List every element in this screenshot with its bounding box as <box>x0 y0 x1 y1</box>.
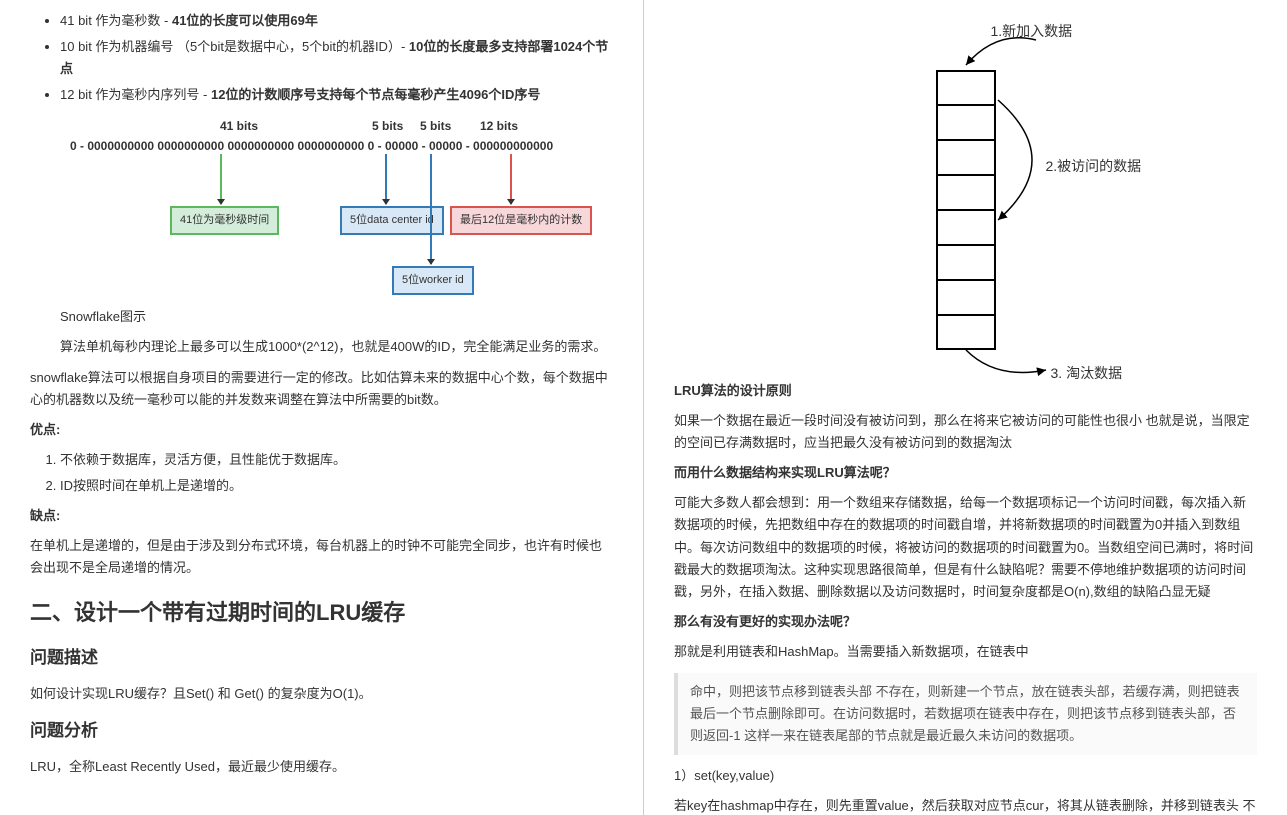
section-heading: 二、设计一个带有过期时间的LRU缓存 <box>30 594 613 631</box>
label-5bits-b: 5 bits <box>420 116 451 136</box>
lru-cell <box>936 105 996 140</box>
lru-cell <box>936 245 996 280</box>
paragraph: 如果一个数据在最近一段时间没有被访问到，那么在将来它被访问的可能性也很小 也就是… <box>674 410 1257 454</box>
paragraph: 如何设计实现LRU缓存？且Set() 和 Get() 的复杂度为O(1)。 <box>30 683 613 705</box>
arrow-blue-2 <box>430 154 432 264</box>
paragraph: 那就是利用链表和HashMap。当需要插入新数据项，在链表中 <box>674 641 1257 663</box>
cons-heading: 缺点: <box>30 505 613 527</box>
bullet-pre: 10 bit 作为机器编号 （5个bit是数据中心，5个bit的机器ID）- <box>60 39 409 54</box>
box-blue-2: 5位worker id <box>392 266 474 295</box>
lru-stack <box>936 70 996 350</box>
better-heading: 那么有没有更好的实现办法呢？ <box>674 611 1257 633</box>
label-5bits-a: 5 bits <box>372 116 403 136</box>
bits-string: 0 - 0000000000 0000000000 0000000000 000… <box>70 136 553 156</box>
left-column: 41 bit 作为毫秒数 - 41位的长度可以使用69年 10 bit 作为机器… <box>0 0 644 815</box>
lru-label-1: 1.新加入数据 <box>991 20 1073 44</box>
paragraph: snowflake算法可以根据自身项目的需要进行一定的修改。比如估算未来的数据中… <box>30 367 613 411</box>
arrow-red <box>510 154 512 204</box>
bullet-item: 41 bit 作为毫秒数 - 41位的长度可以使用69年 <box>60 10 613 32</box>
pros-list: 不依赖于数据库，灵活方便，且性能优于数据库。 ID按照时间在单机上是递增的。 <box>60 449 613 497</box>
principle-heading: LRU算法的设计原则 <box>674 380 1257 402</box>
arrow-blue-1 <box>385 154 387 204</box>
lru-cell <box>936 280 996 315</box>
subsection-heading: 问题描述 <box>30 644 613 673</box>
right-column: 1.新加入数据 2.被访问的数据 3. 淘汰数据 LRU算法的设计原则 如果一个… <box>644 0 1287 815</box>
bullet-bold: 41位的长度可以使用69年 <box>172 13 318 28</box>
lru-cell <box>936 70 996 105</box>
lru-cell <box>936 140 996 175</box>
lru-cell <box>936 175 996 210</box>
diagram-caption: Snowflake图示 <box>60 306 613 328</box>
method-label: 1）set(key,value) <box>674 765 1257 787</box>
label-41bits: 41 bits <box>220 116 258 136</box>
box-red: 最后12位是毫秒内的计数 <box>450 206 592 235</box>
paragraph: 若key在hashmap中存在，则先重置value，然后获取对应节点cur，将其… <box>674 795 1257 815</box>
bullet-pre: 12 bit 作为毫秒内序列号 - <box>60 87 211 102</box>
bullet-item: 12 bit 作为毫秒内序列号 - 12位的计数顺序号支持每个节点每毫秒产生40… <box>60 84 613 106</box>
pros-item: ID按照时间在单机上是递增的。 <box>60 475 613 497</box>
subsection-heading: 问题分析 <box>30 717 613 746</box>
snowflake-diagram: 41 bits 5 bits 5 bits 12 bits 0 - 000000… <box>70 116 630 296</box>
lru-label-2: 2.被访问的数据 <box>1046 155 1142 179</box>
lru-cell <box>936 210 996 245</box>
blockquote: 命中，则把该节点移到链表头部 不存在，则新建一个节点，放在链表头部，若缓存满，则… <box>674 673 1257 755</box>
struct-heading: 而用什么数据结构来实现LRU算法呢？ <box>674 462 1257 484</box>
pros-heading: 优点: <box>30 419 613 441</box>
paragraph: 可能大多数人都会想到：用一个数组来存储数据，给每一个数据项标记一个访问时间戳，每… <box>674 492 1257 602</box>
paragraph: 在单机上是递增的，但是由于涉及到分布式环境，每台机器上的时钟不可能完全同步，也许… <box>30 535 613 579</box>
bullet-bold: 12位的计数顺序号支持每个节点每毫秒产生4096个ID序号 <box>211 87 540 102</box>
paragraph: LRU，全称Least Recently Used，最近最少使用缓存。 <box>30 756 613 778</box>
box-green: 41位为毫秒级时间 <box>170 206 279 235</box>
box-blue-1: 5位data center id <box>340 206 444 235</box>
pros-item: 不依赖于数据库，灵活方便，且性能优于数据库。 <box>60 449 613 471</box>
arrow-green <box>220 154 222 204</box>
bullet-pre: 41 bit 作为毫秒数 - <box>60 13 172 28</box>
bullet-list: 41 bit 作为毫秒数 - 41位的长度可以使用69年 10 bit 作为机器… <box>60 10 613 106</box>
lru-label-3: 3. 淘汰数据 <box>1051 362 1123 386</box>
label-12bits: 12 bits <box>480 116 518 136</box>
bullet-item: 10 bit 作为机器编号 （5个bit是数据中心，5个bit的机器ID）- 1… <box>60 36 613 80</box>
lru-cell <box>936 315 996 350</box>
paragraph: 算法单机每秒内理论上最多可以生成1000*(2^12)，也就是400W的ID，完… <box>60 336 613 358</box>
lru-diagram: 1.新加入数据 2.被访问的数据 3. 淘汰数据 <box>766 10 1166 380</box>
